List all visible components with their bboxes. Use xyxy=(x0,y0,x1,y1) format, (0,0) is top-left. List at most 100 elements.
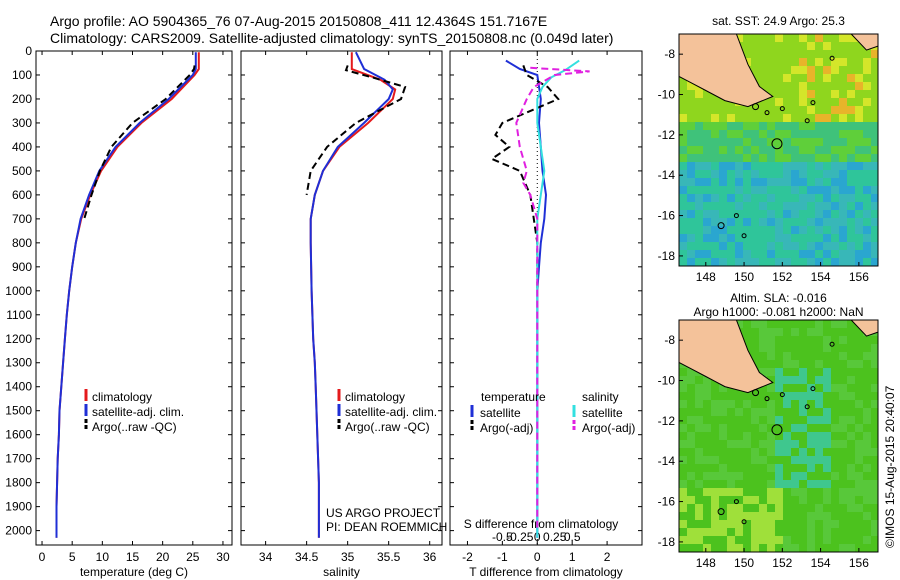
ocean-cell xyxy=(687,170,695,178)
ocean-cell xyxy=(799,106,807,114)
ocean-cell xyxy=(759,122,767,130)
ocean-cell xyxy=(727,178,735,186)
ocean-cell xyxy=(703,432,711,440)
ocean-cell xyxy=(831,392,839,400)
series-line-salinity-argo-adj- xyxy=(515,66,590,531)
ocean-cell xyxy=(735,320,743,328)
ocean-cell xyxy=(871,480,878,488)
ocean-cell xyxy=(751,448,759,456)
ocean-cell xyxy=(799,520,807,528)
ocean-cell xyxy=(871,258,878,266)
ocean-cell xyxy=(759,488,767,496)
ocean-cell xyxy=(831,162,839,170)
ocean-cell xyxy=(743,408,751,416)
ocean-cell xyxy=(767,416,775,424)
ocean-cell xyxy=(807,352,815,360)
ocean-cell xyxy=(727,512,735,520)
ocean-cell xyxy=(847,250,855,258)
ocean-cell xyxy=(759,464,767,472)
ocean-cell xyxy=(759,328,767,336)
ocean-cell xyxy=(855,90,863,98)
ocean-cell xyxy=(871,376,878,384)
ocean-cell xyxy=(679,472,687,480)
ocean-cell xyxy=(735,456,743,464)
ocean-cell xyxy=(823,496,831,504)
ocean-cell xyxy=(831,250,839,258)
ocean-cell xyxy=(855,162,863,170)
ocean-cell xyxy=(703,226,711,234)
ocean-cell xyxy=(847,408,855,416)
y-tick-label: 1300 xyxy=(5,356,32,370)
ocean-cell xyxy=(871,250,878,258)
ocean-cell xyxy=(871,226,878,234)
ocean-cell xyxy=(703,424,711,432)
ocean-cell xyxy=(767,42,775,50)
ocean-cell xyxy=(815,528,823,536)
ocean-cell xyxy=(871,146,878,154)
ocean-cell xyxy=(815,98,823,106)
ocean-cell xyxy=(855,472,863,480)
ocean-cell xyxy=(719,170,727,178)
ocean-cell xyxy=(863,98,871,106)
ocean-cell xyxy=(839,146,847,154)
ocean-cell xyxy=(783,186,791,194)
y-tick-label: 1600 xyxy=(5,428,32,442)
ocean-cell xyxy=(791,496,799,504)
ocean-cell xyxy=(767,432,775,440)
ocean-cell xyxy=(823,90,831,98)
ocean-cell xyxy=(679,138,687,146)
ocean-cell xyxy=(815,368,823,376)
ocean-cell xyxy=(847,98,855,106)
ocean-cell xyxy=(767,210,775,218)
ocean-cell xyxy=(775,536,783,544)
ocean-cell xyxy=(863,186,871,194)
ocean-cell xyxy=(815,50,823,58)
ocean-cell xyxy=(703,106,711,114)
ocean-cell xyxy=(735,504,743,512)
ocean-cell xyxy=(863,138,871,146)
ocean-cell xyxy=(799,432,807,440)
ocean-cell xyxy=(719,464,727,472)
ocean-cell xyxy=(791,408,799,416)
ocean-cell xyxy=(839,400,847,408)
ocean-cell xyxy=(831,536,839,544)
ocean-cell xyxy=(799,202,807,210)
ocean-cell xyxy=(783,154,791,162)
ocean-cell xyxy=(815,130,823,138)
ocean-cell xyxy=(679,210,687,218)
ocean-cell xyxy=(775,384,783,392)
ocean-cell xyxy=(823,98,831,106)
ocean-cell xyxy=(791,34,799,42)
ocean-cell xyxy=(807,368,815,376)
ocean-cell xyxy=(847,170,855,178)
ocean-cell xyxy=(871,496,878,504)
ocean-cell xyxy=(847,130,855,138)
ocean-cell xyxy=(767,544,775,552)
ocean-cell xyxy=(703,154,711,162)
ocean-cell xyxy=(719,400,727,408)
ocean-cell xyxy=(799,186,807,194)
ocean-cell xyxy=(783,384,791,392)
ocean-cell xyxy=(703,512,711,520)
ocean-cell xyxy=(719,178,727,186)
ocean-cell xyxy=(711,106,719,114)
ocean-cell xyxy=(743,432,751,440)
y-tick-label: 1700 xyxy=(5,452,32,466)
ocean-cell xyxy=(847,520,855,528)
ocean-cell xyxy=(847,50,855,58)
ocean-cell xyxy=(831,416,839,424)
ocean-cell xyxy=(831,320,839,328)
ocean-cell xyxy=(719,154,727,162)
ocean-cell xyxy=(743,392,751,400)
ocean-cell xyxy=(775,528,783,536)
ocean-cell xyxy=(679,202,687,210)
ocean-cell xyxy=(839,138,847,146)
ocean-cell xyxy=(679,384,687,392)
ocean-cell xyxy=(863,74,871,82)
ocean-cell xyxy=(735,106,743,114)
ocean-cell xyxy=(847,424,855,432)
legend-title: salinity xyxy=(582,390,619,404)
ocean-cell xyxy=(823,328,831,336)
ocean-cell xyxy=(695,90,703,98)
ocean-cell xyxy=(807,512,815,520)
